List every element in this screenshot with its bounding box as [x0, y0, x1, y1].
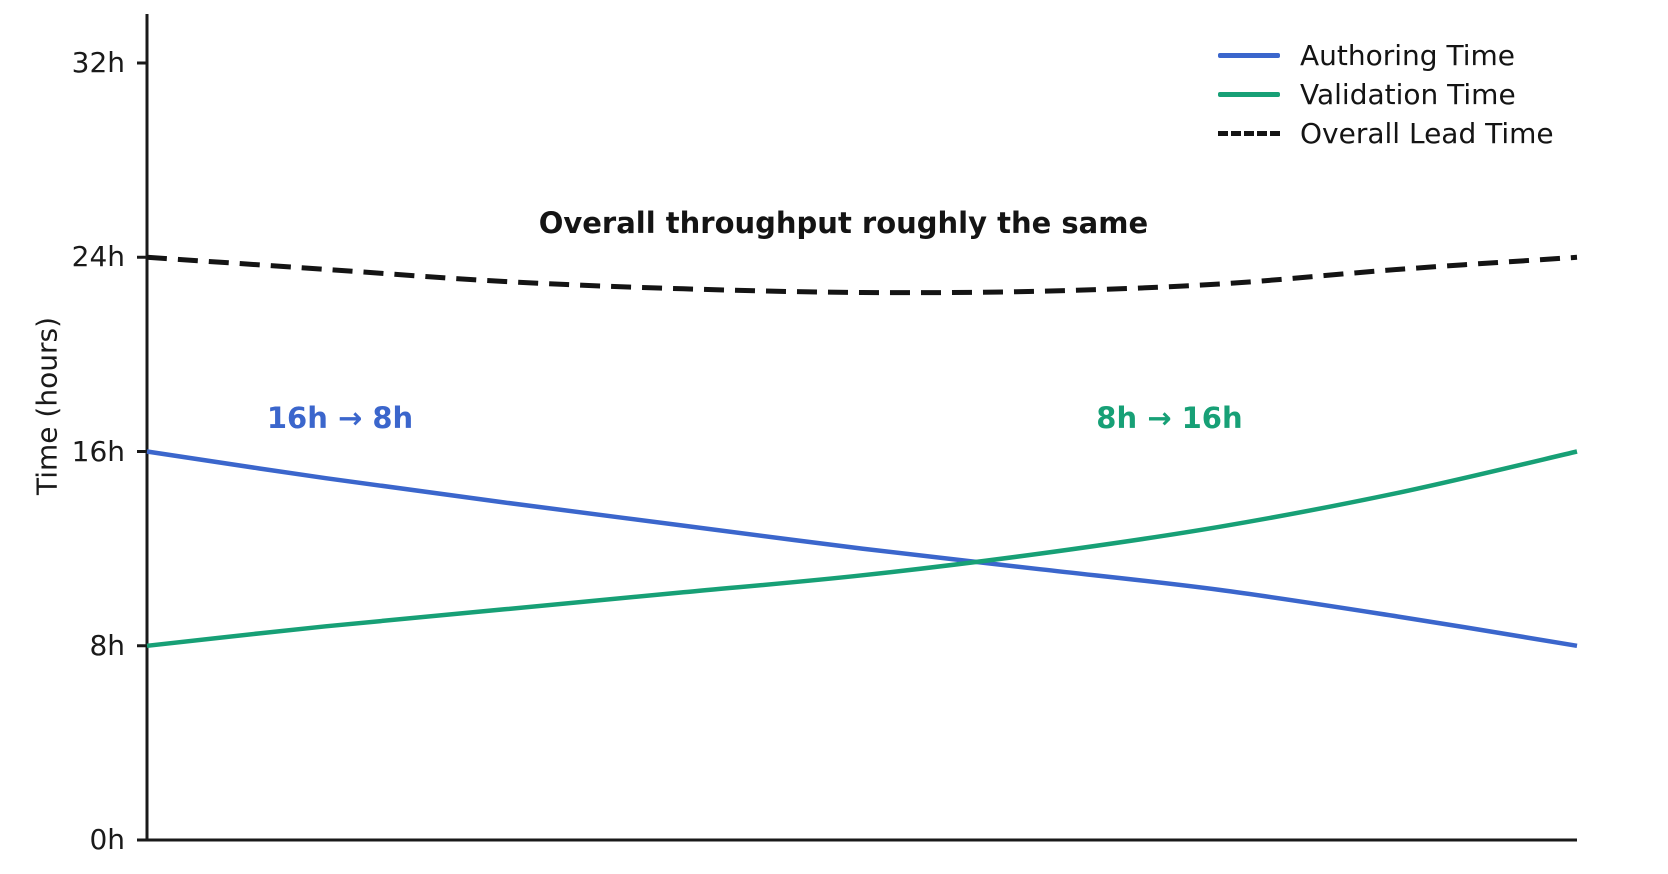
legend-item-authoring-time: Authoring Time	[1218, 36, 1554, 75]
y-tick-label-8h: 8h	[89, 628, 125, 662]
legend-item-overall-lead-time: Overall Lead Time	[1218, 114, 1554, 153]
legend: Authoring Time Validation Time Overall L…	[1218, 36, 1554, 153]
validation-time-line	[146, 449, 1578, 649]
authoring-time-line	[146, 449, 1578, 649]
legend-label-validation-time: Validation Time	[1300, 78, 1516, 111]
validation-time-line-swatch	[1218, 92, 1280, 97]
legend-item-validation-time: Validation Time	[1218, 75, 1554, 114]
y-tick-label-0h: 0h	[89, 823, 125, 856]
annotation-authoring-change: 16h → 8h	[266, 400, 414, 435]
annotation-validation-change: 8h → 16h	[1096, 400, 1243, 435]
overall-lead-time-line	[146, 254, 1578, 296]
y-tick-label-32h: 32h	[71, 46, 125, 79]
overall-lead-time-line-swatch	[1218, 131, 1280, 136]
y-tick-label-16h: 16h	[71, 434, 125, 468]
authoring-time-line-swatch	[1218, 53, 1280, 58]
legend-label-authoring-time: Authoring Time	[1300, 39, 1515, 72]
legend-label-overall-lead-time: Overall Lead Time	[1300, 117, 1554, 150]
annotation-overall-throughput: Overall throughput roughly the same	[538, 206, 1149, 241]
y-tick-label-24h: 24h	[71, 240, 125, 274]
